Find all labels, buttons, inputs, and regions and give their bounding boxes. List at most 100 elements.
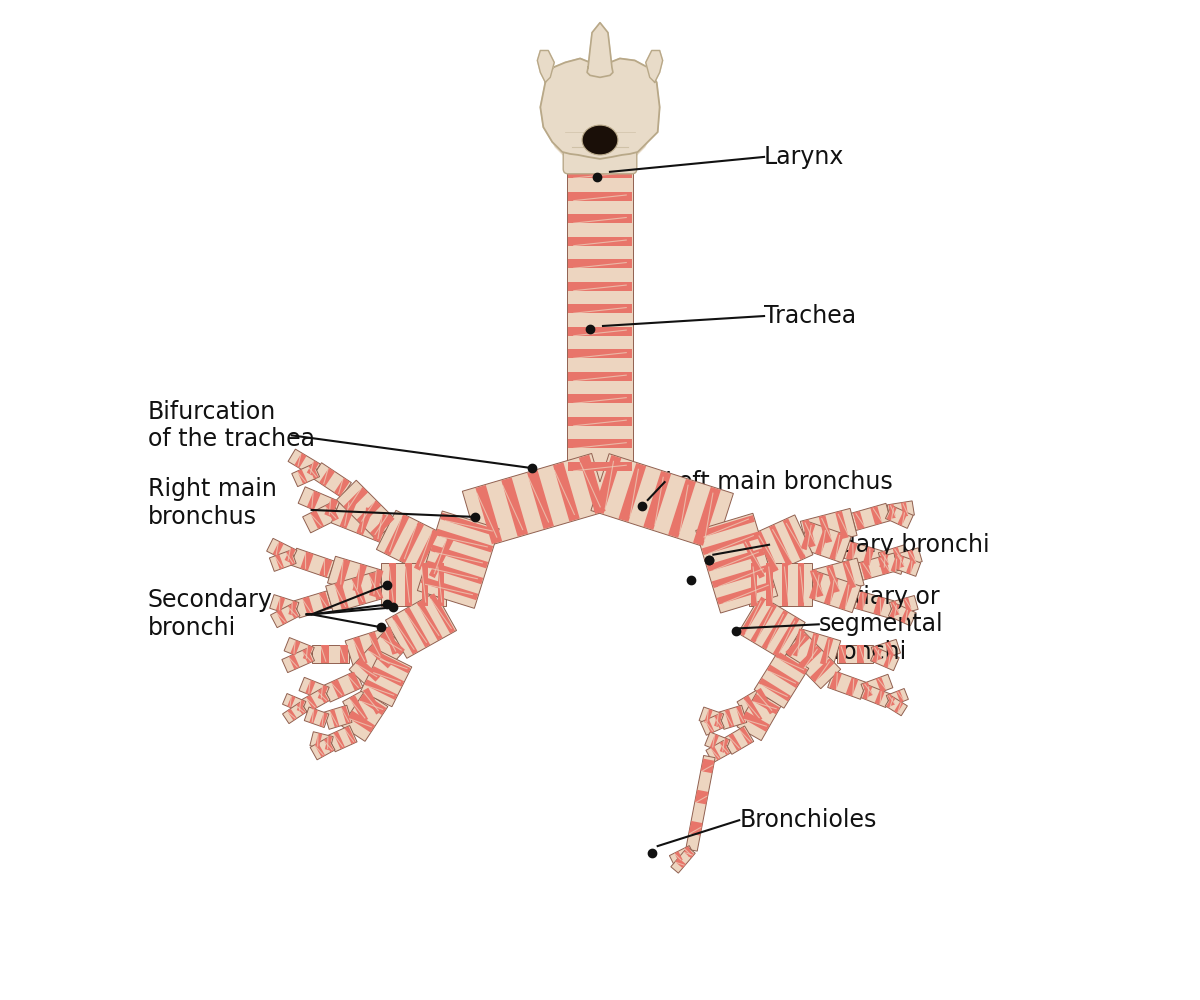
Polygon shape [767, 563, 773, 606]
Polygon shape [888, 504, 895, 519]
Polygon shape [302, 502, 341, 533]
Polygon shape [694, 487, 721, 546]
Polygon shape [294, 591, 332, 618]
Polygon shape [712, 565, 769, 588]
Polygon shape [886, 641, 894, 656]
FancyBboxPatch shape [563, 142, 637, 174]
Polygon shape [272, 541, 283, 556]
Polygon shape [270, 603, 300, 628]
Polygon shape [842, 561, 856, 589]
Polygon shape [404, 607, 431, 647]
Polygon shape [282, 702, 307, 724]
Polygon shape [414, 529, 439, 571]
Polygon shape [671, 847, 695, 873]
Polygon shape [742, 537, 764, 579]
Polygon shape [353, 564, 367, 592]
Polygon shape [863, 682, 872, 697]
Polygon shape [275, 554, 284, 569]
Polygon shape [829, 532, 844, 560]
Polygon shape [302, 648, 313, 664]
Text: Bifurcation
of the trachea: Bifurcation of the trachea [148, 400, 314, 451]
Polygon shape [844, 541, 883, 568]
Polygon shape [384, 627, 398, 655]
Polygon shape [289, 654, 300, 670]
Polygon shape [706, 740, 731, 763]
Text: Larynx: Larynx [764, 145, 845, 169]
Polygon shape [805, 633, 820, 661]
Polygon shape [769, 525, 792, 566]
Polygon shape [696, 513, 778, 613]
Polygon shape [824, 577, 839, 605]
Polygon shape [418, 511, 499, 608]
Polygon shape [349, 695, 368, 722]
Polygon shape [800, 508, 857, 548]
Polygon shape [325, 736, 332, 750]
Polygon shape [305, 707, 329, 728]
Polygon shape [878, 556, 889, 575]
Polygon shape [331, 497, 391, 543]
Polygon shape [568, 167, 632, 482]
Polygon shape [344, 726, 356, 744]
Polygon shape [904, 597, 912, 612]
Polygon shape [319, 592, 330, 610]
Polygon shape [743, 711, 770, 732]
Polygon shape [421, 563, 428, 606]
Polygon shape [568, 259, 632, 268]
Polygon shape [276, 597, 286, 612]
Polygon shape [839, 582, 853, 610]
Polygon shape [815, 527, 829, 555]
Polygon shape [767, 665, 799, 688]
Polygon shape [728, 733, 742, 751]
Polygon shape [328, 726, 358, 752]
Polygon shape [436, 529, 493, 552]
Polygon shape [808, 571, 860, 613]
Polygon shape [310, 510, 324, 529]
Polygon shape [553, 462, 580, 521]
Polygon shape [701, 714, 725, 735]
Polygon shape [348, 672, 361, 691]
Polygon shape [886, 505, 913, 528]
Polygon shape [685, 755, 715, 851]
Polygon shape [324, 498, 338, 517]
Polygon shape [862, 685, 872, 700]
Polygon shape [286, 550, 295, 565]
Polygon shape [704, 732, 730, 753]
Polygon shape [706, 719, 714, 733]
Polygon shape [896, 690, 904, 702]
Text: Tertiary or
segmental
bronchi: Tertiary or segmental bronchi [818, 585, 943, 664]
Polygon shape [887, 688, 908, 706]
Polygon shape [398, 522, 424, 563]
Polygon shape [380, 631, 404, 655]
Polygon shape [871, 648, 899, 671]
Polygon shape [791, 629, 805, 656]
Polygon shape [878, 553, 906, 574]
Polygon shape [370, 569, 384, 597]
Polygon shape [707, 548, 764, 572]
Polygon shape [773, 617, 799, 656]
Text: Secondary
bronchi: Secondary bronchi [148, 588, 272, 640]
Polygon shape [739, 597, 766, 636]
Polygon shape [270, 595, 299, 616]
Polygon shape [880, 551, 889, 566]
Polygon shape [828, 671, 866, 699]
Polygon shape [749, 563, 812, 606]
Polygon shape [590, 454, 733, 550]
Polygon shape [296, 700, 305, 712]
Polygon shape [544, 58, 656, 165]
Polygon shape [799, 522, 851, 563]
Polygon shape [714, 715, 724, 729]
Polygon shape [835, 511, 848, 539]
Polygon shape [310, 732, 334, 751]
Polygon shape [860, 684, 892, 708]
Polygon shape [284, 638, 314, 661]
Polygon shape [895, 555, 905, 570]
Polygon shape [325, 571, 385, 613]
Polygon shape [568, 214, 632, 223]
Polygon shape [356, 507, 373, 535]
Polygon shape [887, 694, 895, 706]
Polygon shape [298, 487, 340, 518]
Polygon shape [324, 705, 352, 729]
Polygon shape [578, 455, 606, 514]
Polygon shape [695, 790, 708, 804]
Polygon shape [302, 597, 314, 615]
